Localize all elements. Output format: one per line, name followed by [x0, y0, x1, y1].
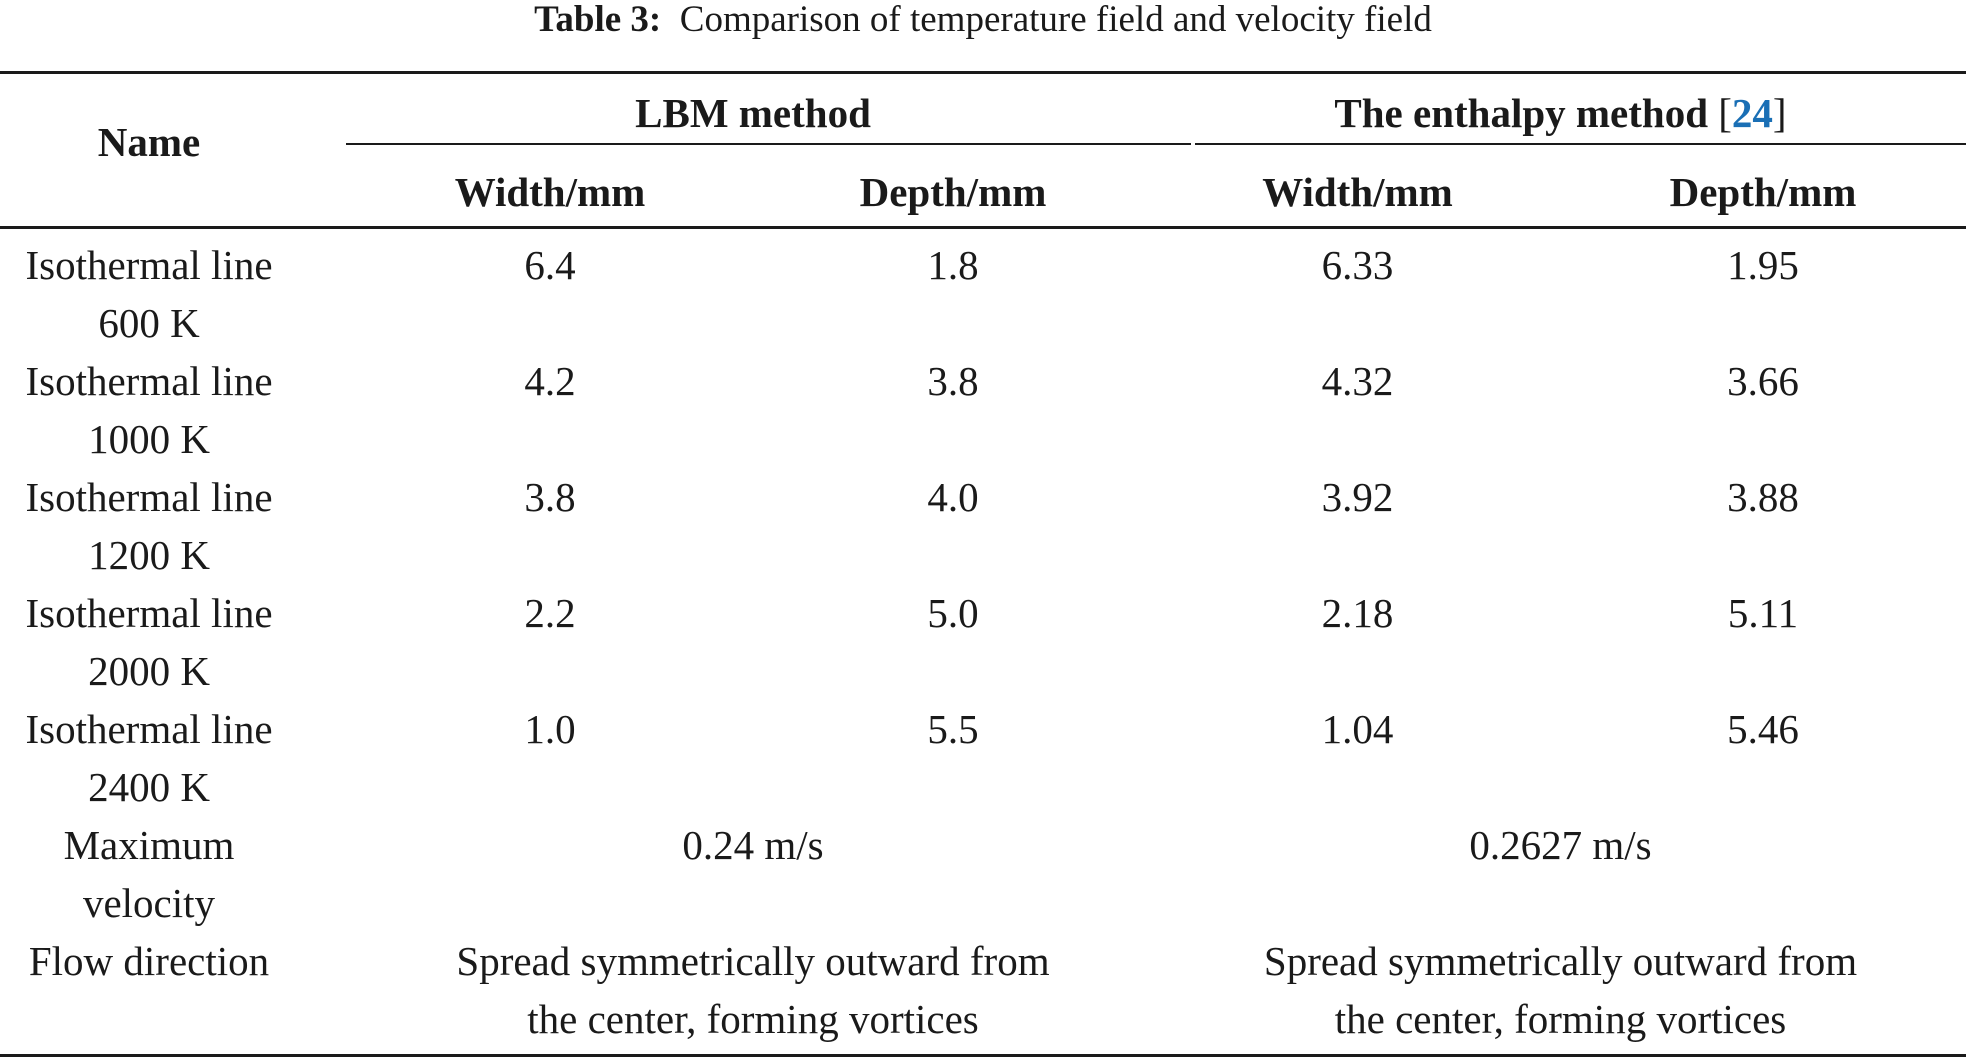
citation-close-bracket: ] [1772, 90, 1787, 136]
table-cell: 3.8 [524, 474, 576, 520]
table-cell: 5.11 [1727, 590, 1799, 636]
row-name: Isothermal line 1000 K [0, 352, 298, 468]
table-cell: 2.2 [524, 590, 576, 636]
caption-label: Table 3: [534, 0, 662, 40]
enthalpy-flow-direction: Spread symmetrically outward from the ce… [1155, 932, 1966, 1048]
table-cell: 3.66 [1727, 358, 1799, 404]
subheader-enthalpy-depth: Depth/mm [1669, 169, 1857, 215]
lbm-max-velocity: 0.24 m/s [682, 822, 824, 868]
citation-open-bracket: [ [1718, 90, 1732, 136]
flow-line1: Spread symmetrically outward from [456, 938, 1050, 984]
header-enthalpy-method: The enthalpy method [24] [1155, 84, 1966, 142]
row-name-line1: Isothermal line [25, 242, 273, 288]
enthalpy-group-rule [1195, 143, 1966, 145]
table-cell: 1.8 [927, 242, 979, 288]
row-name: Isothermal line 2000 K [0, 584, 298, 700]
table-cell: 4.0 [927, 474, 979, 520]
row-name-line1: Isothermal line [25, 706, 273, 752]
row-name: Isothermal line 600 K [0, 236, 298, 352]
header-rule [0, 226, 1966, 229]
table-cell: 4.2 [524, 358, 576, 404]
row-name-max-velocity: Maximum velocity [0, 816, 298, 932]
table-cell: 1.04 [1321, 706, 1394, 752]
row-name-line1: Isothermal line [25, 590, 273, 636]
table-cell: 3.92 [1321, 474, 1394, 520]
row-name-line2: 1200 K [88, 532, 210, 578]
flow-line2: the center, forming vortices [527, 996, 979, 1042]
table-cell: 1.0 [524, 706, 576, 752]
table-cell: 5.46 [1727, 706, 1799, 752]
row-name-line1: Isothermal line [25, 474, 273, 520]
header-name: Name [97, 119, 201, 165]
citation-link[interactable]: 24 [1731, 90, 1773, 136]
table-cell: 2.18 [1321, 590, 1394, 636]
table-cell: 4.32 [1321, 358, 1394, 404]
caption-text: Comparison of temperature field and velo… [679, 0, 1432, 40]
row-name-line2: 2000 K [88, 648, 210, 694]
subheader-enthalpy-width: Width/mm [1262, 169, 1453, 215]
row-name: Isothermal line 2400 K [0, 700, 298, 816]
table-cell: 6.4 [524, 242, 576, 288]
table-cell: 3.88 [1727, 474, 1799, 520]
row-name-line2: 1000 K [88, 416, 210, 462]
row-name-line2: velocity [82, 880, 216, 926]
table-caption: Table 3: Comparison of temperature field… [0, 0, 1966, 40]
flow-line2: the center, forming vortices [1334, 996, 1787, 1042]
table-cell: 1.95 [1727, 242, 1799, 288]
top-rule [0, 71, 1966, 74]
table-cell: 5.5 [927, 706, 979, 752]
enthalpy-max-velocity: 0.2627 m/s [1469, 822, 1652, 868]
header-lbm-method: LBM method [635, 90, 871, 136]
table-cell: 6.33 [1321, 242, 1394, 288]
enthalpy-method-label: The enthalpy method [1334, 90, 1709, 136]
flow-line1: Spread symmetrically outward from [1263, 938, 1858, 984]
row-name-line1: Maximum [63, 822, 235, 868]
row-name-line1: Isothermal line [25, 358, 273, 404]
bottom-rule [0, 1054, 1966, 1057]
subheader-lbm-width: Width/mm [454, 169, 646, 215]
table-cell: 5.0 [927, 590, 979, 636]
row-name-line2: 2400 K [88, 764, 210, 810]
row-name-flow-direction: Flow direction [28, 938, 270, 984]
lbm-group-rule [346, 143, 1191, 145]
table-cell: 3.8 [927, 358, 979, 404]
lbm-flow-direction: Spread symmetrically outward from the ce… [350, 932, 1156, 1048]
subheader-lbm-depth: Depth/mm [859, 169, 1047, 215]
row-name: Isothermal line 1200 K [0, 468, 298, 584]
row-name-line2: 600 K [98, 300, 200, 346]
